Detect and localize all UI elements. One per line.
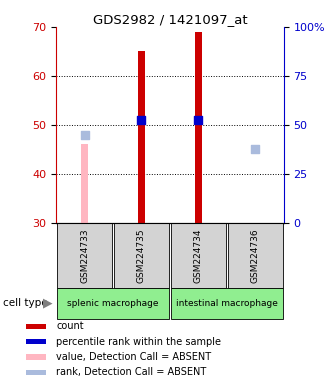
Point	[139, 117, 144, 123]
Text: value, Detection Call = ABSENT: value, Detection Call = ABSENT	[56, 352, 211, 362]
Point	[196, 117, 201, 123]
Point	[253, 146, 258, 152]
Text: rank, Detection Call = ABSENT: rank, Detection Call = ABSENT	[56, 367, 206, 377]
Text: ▶: ▶	[43, 297, 52, 310]
Text: GSM224733: GSM224733	[80, 228, 89, 283]
Bar	[171, 288, 283, 319]
Title: GDS2982 / 1421097_at: GDS2982 / 1421097_at	[93, 13, 247, 26]
Bar	[81, 144, 88, 223]
Text: intestinal macrophage: intestinal macrophage	[176, 299, 278, 308]
Bar	[171, 223, 226, 288]
Text: GSM224736: GSM224736	[251, 228, 260, 283]
Text: count: count	[56, 321, 84, 331]
Bar	[26, 324, 46, 329]
Text: cell type: cell type	[3, 298, 48, 308]
Text: GSM224735: GSM224735	[137, 228, 146, 283]
Bar	[228, 223, 283, 288]
Bar	[138, 51, 145, 223]
Bar	[26, 370, 46, 375]
Bar	[26, 339, 46, 344]
Text: GSM224734: GSM224734	[194, 228, 203, 283]
Bar	[114, 223, 169, 288]
Bar	[57, 223, 112, 288]
Bar	[195, 32, 202, 223]
Bar	[57, 288, 169, 319]
Text: percentile rank within the sample: percentile rank within the sample	[56, 337, 221, 347]
Point	[82, 131, 87, 137]
Text: splenic macrophage: splenic macrophage	[67, 299, 159, 308]
Bar	[26, 354, 46, 360]
